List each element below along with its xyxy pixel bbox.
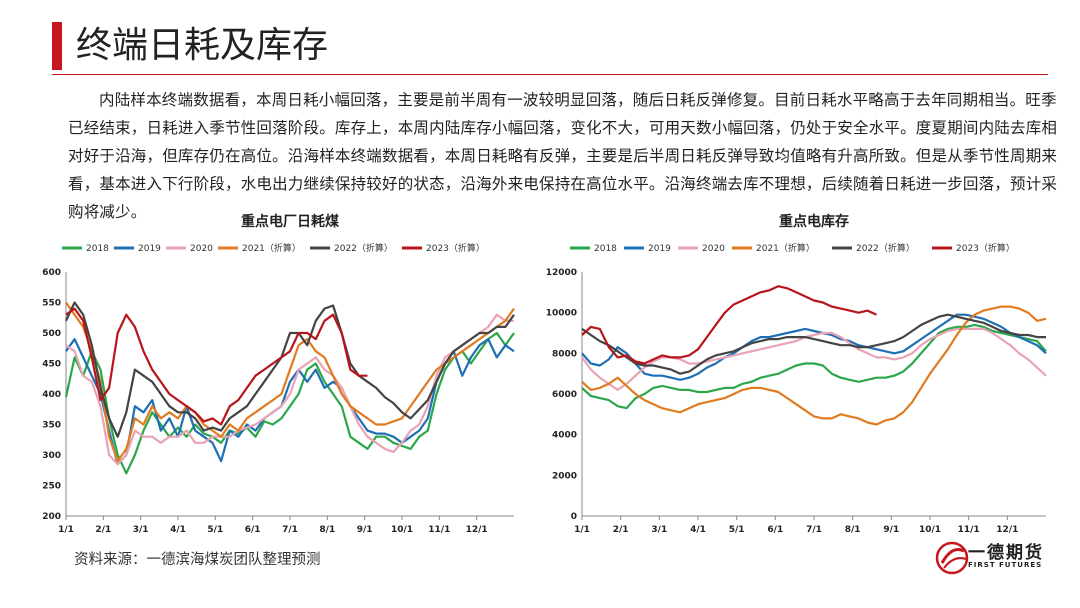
y-tick-label: 550 xyxy=(42,299,61,309)
legend-label: 2020 xyxy=(702,244,725,254)
x-tick-label: 8/1 xyxy=(845,525,861,535)
legend-label: 2021（折算） xyxy=(756,242,815,254)
company-logo-icon xyxy=(935,541,969,575)
x-tick-label: 4/1 xyxy=(690,525,706,535)
x-tick-label: 2/1 xyxy=(613,525,629,535)
y-tick-label: 500 xyxy=(42,329,61,339)
title-divider xyxy=(52,74,1048,75)
x-tick-label: 3/1 xyxy=(651,525,667,535)
series-line xyxy=(581,327,1047,391)
series-line xyxy=(581,313,1046,375)
chart-inventory: 重点电库存 2018 2019 2020 2021（折算） 2022（折算） 2023（折算… xyxy=(546,213,1047,535)
legend-label: 2023（折算） xyxy=(956,242,1015,254)
body-paragraph: 内陆样本终端数据看，本周日耗小幅回落，主要是前半周有一波较明显回落，随后日耗反弹… xyxy=(68,91,1058,221)
x-tick-label: 5/1 xyxy=(207,525,223,535)
x-tick-label: 6/1 xyxy=(767,525,783,535)
series-line xyxy=(581,323,1047,410)
legend-label: 2023（折算） xyxy=(426,242,485,254)
legend-label: 2020 xyxy=(190,244,213,254)
legend-label: 2018 xyxy=(594,244,617,254)
x-tick-label: 8/1 xyxy=(319,525,335,535)
y-tick-label: 0 xyxy=(571,512,577,522)
legend-label: 2018 xyxy=(86,244,109,254)
legend-label: 2019 xyxy=(648,244,671,254)
series-line xyxy=(65,307,368,426)
logo-subtitle: FIRST FUTURES xyxy=(968,561,1043,569)
title-accent-bar xyxy=(52,22,62,70)
chart-daily-consumption: 重点电厂日耗煤 2018 2019 2020 2021（折算） 2022（折算） 2023（… xyxy=(42,213,515,535)
x-tick-label: 3/1 xyxy=(133,525,149,535)
y-tick-label: 250 xyxy=(42,482,61,492)
y-tick-label: 6000 xyxy=(552,390,577,400)
x-tick-label: 4/1 xyxy=(170,525,186,535)
series-line xyxy=(65,301,515,438)
legend-label: 2019 xyxy=(138,244,161,254)
legend-label: 2021（折算） xyxy=(242,242,301,254)
y-tick-label: 450 xyxy=(42,360,61,370)
x-tick-label: 2/1 xyxy=(95,525,111,535)
x-tick-label: 7/1 xyxy=(806,525,822,535)
y-tick-label: 2000 xyxy=(552,471,577,481)
x-tick-label: 6/1 xyxy=(245,525,261,535)
x-tick-label: 11/1 xyxy=(958,525,980,535)
x-tick-label: 12/1 xyxy=(996,525,1018,535)
series-line xyxy=(64,331,515,475)
y-tick-label: 8000 xyxy=(552,349,577,359)
x-tick-label: 9/1 xyxy=(883,525,899,535)
series-line xyxy=(65,338,515,466)
legend-label: 2022（折算） xyxy=(856,242,915,254)
x-tick-label: 12/1 xyxy=(466,525,488,535)
page-title: 终端日耗及库存 xyxy=(76,25,329,66)
series-line xyxy=(65,313,514,466)
x-tick-label: 7/1 xyxy=(282,525,298,535)
x-tick-label: 5/1 xyxy=(729,525,745,535)
x-tick-label: 10/1 xyxy=(391,525,413,535)
source-note: 资料来源：一德滨海煤炭团队整理预测 xyxy=(74,552,321,568)
legend-label: 2022（折算） xyxy=(334,242,393,254)
y-tick-label: 4000 xyxy=(552,431,577,441)
y-tick-label: 400 xyxy=(42,390,61,400)
logo-text: 一德期货 xyxy=(968,543,1044,563)
chart-title: 重点电厂日耗煤 xyxy=(241,213,340,230)
y-tick-label: 200 xyxy=(42,512,61,522)
series-line xyxy=(65,301,515,463)
y-tick-label: 350 xyxy=(42,421,61,431)
series-line xyxy=(581,313,1047,381)
x-tick-label: 9/1 xyxy=(357,525,373,535)
series-line xyxy=(581,285,877,365)
y-tick-label: 12000 xyxy=(546,268,577,278)
x-tick-label: 1/1 xyxy=(574,525,590,535)
y-tick-label: 300 xyxy=(42,451,61,461)
y-tick-label: 600 xyxy=(42,268,61,278)
y-tick-label: 10000 xyxy=(546,309,577,319)
x-tick-label: 10/1 xyxy=(919,525,941,535)
x-tick-label: 1/1 xyxy=(58,525,74,535)
x-tick-label: 11/1 xyxy=(428,525,450,535)
chart-title: 重点电库存 xyxy=(779,213,849,230)
